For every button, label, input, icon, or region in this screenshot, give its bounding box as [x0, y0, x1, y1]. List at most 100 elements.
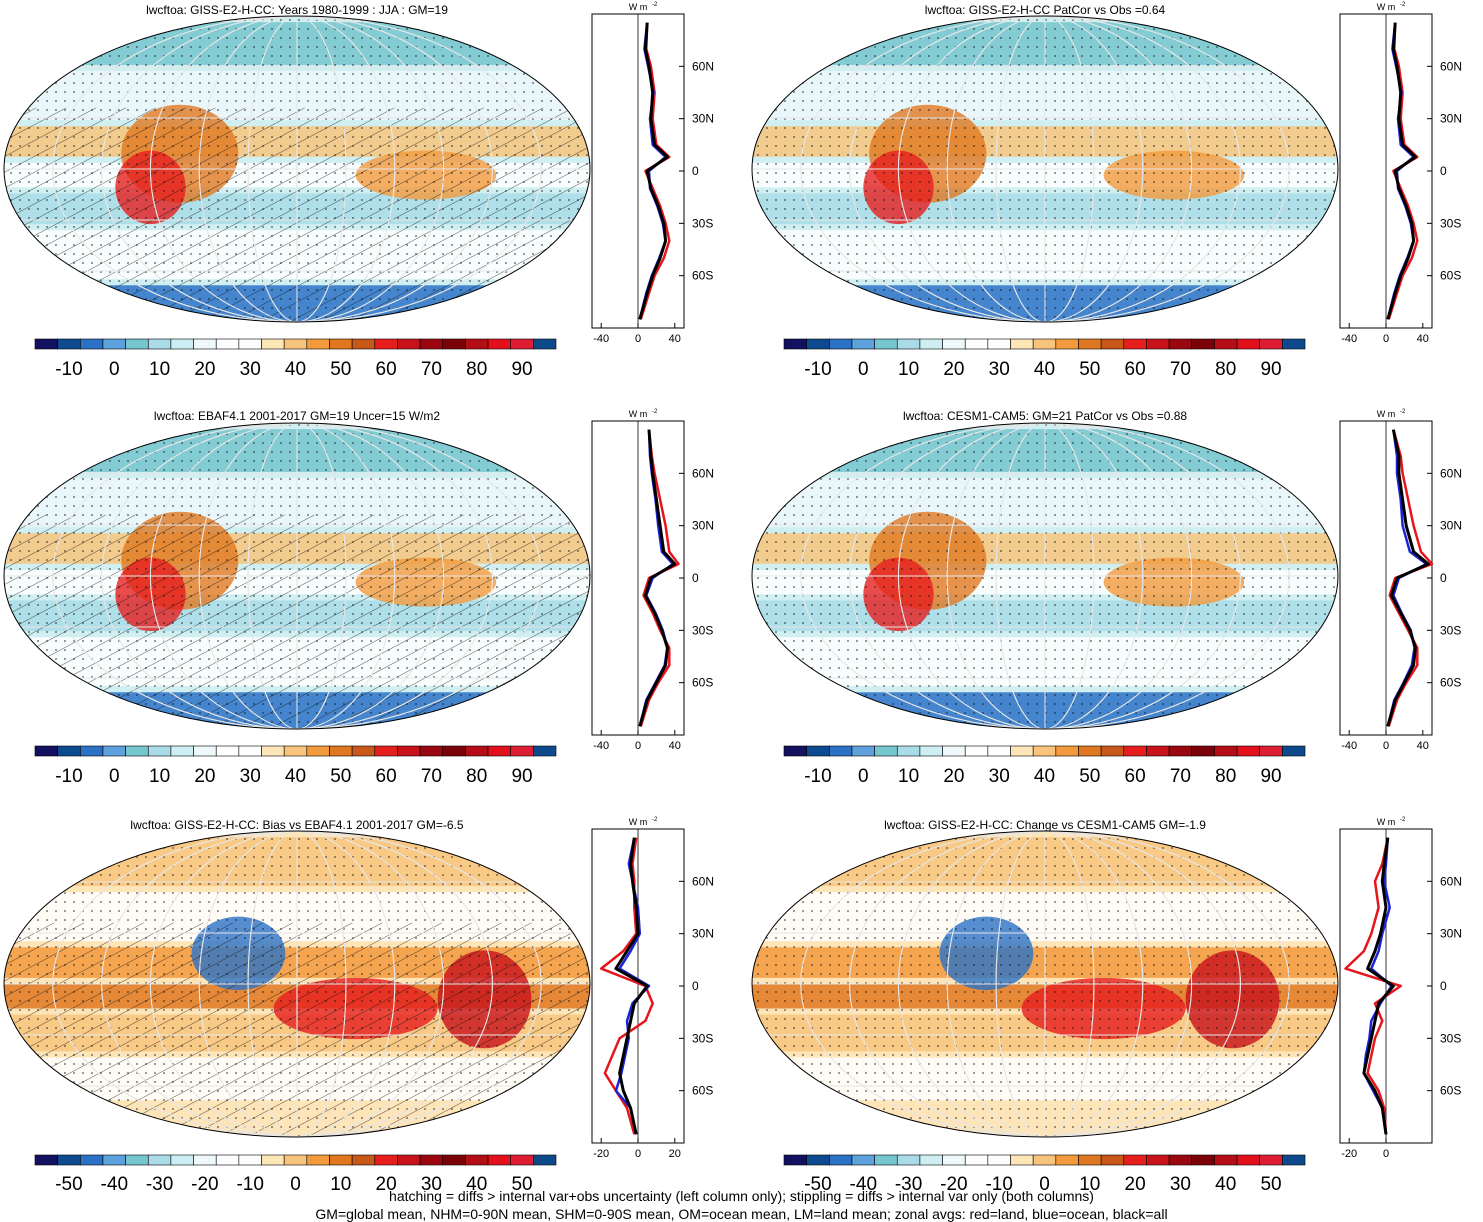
colorbar-swatch	[1282, 1155, 1305, 1165]
zonal-lat-label: 0	[1440, 571, 1447, 585]
zonal-x-tick: 0	[635, 333, 641, 345]
zonal-x-tick: 0	[1383, 1148, 1389, 1160]
colorbar-swatch	[35, 746, 58, 756]
map-field	[4, 423, 590, 729]
colorbar-swatch	[943, 339, 966, 349]
colorbar-swatch	[1237, 1155, 1260, 1165]
footer-line-2: GM=global mean, NHM=0-90N mean, SHM=0-90…	[0, 1206, 1483, 1222]
colorbar-label: 20	[194, 766, 215, 787]
colorbar-swatch	[829, 339, 852, 349]
colorbar-swatch	[329, 339, 352, 349]
panel-title: lwcftoa: GISS-E2-H-CC PatCor vs Obs =0.6…	[925, 3, 1165, 17]
colorbar-label: -10	[55, 766, 82, 787]
colorbar-swatch	[875, 1155, 898, 1165]
colorbar-label: -10	[804, 766, 831, 787]
colorbar-label: 20	[194, 359, 215, 380]
colorbar-swatch	[465, 746, 488, 756]
zonal-x-tick: -20	[593, 1148, 609, 1160]
colorbar-swatch	[897, 1155, 920, 1165]
colorbar-label: 30	[989, 766, 1010, 787]
colorbar-label: 50	[1079, 359, 1100, 380]
colorbar-label: 60	[376, 766, 397, 787]
colorbar-label: 80	[1215, 359, 1236, 380]
footer-line-1: hatching = diffs > internal var+obs unce…	[0, 1188, 1483, 1204]
zonal-units-exp: -2	[1400, 817, 1406, 823]
colorbar-swatch	[1078, 339, 1101, 349]
colorbar-label: -10	[804, 359, 831, 380]
colorbar-swatch	[443, 339, 466, 349]
colorbar-swatch	[194, 339, 217, 349]
zonal-units: W m	[1377, 409, 1396, 419]
colorbar-swatch	[352, 1155, 375, 1165]
zonal-x-tick: 20	[669, 1148, 681, 1160]
colorbar-swatch	[852, 339, 875, 349]
colorbar-label: 40	[285, 766, 306, 787]
colorbar-swatch	[1192, 746, 1215, 756]
colorbar-label: 40	[1034, 766, 1055, 787]
zonal-x-tick: 0	[1383, 740, 1389, 752]
zonal-lat-label: 30S	[692, 216, 713, 230]
colorbar-swatch	[1214, 339, 1237, 349]
colorbar-swatch	[1124, 1155, 1147, 1165]
colorbar-swatch	[171, 339, 194, 349]
colorbar-swatch	[1146, 746, 1169, 756]
zonal-lat-label: 30N	[692, 112, 714, 126]
colorbar-swatch	[148, 339, 171, 349]
map-field	[752, 16, 1338, 322]
colorbar-swatch	[307, 746, 330, 756]
colorbar-swatch	[58, 746, 81, 756]
colorbar-swatch	[1282, 339, 1305, 349]
colorbar-swatch	[194, 746, 217, 756]
colorbar-swatch	[807, 746, 830, 756]
zonal-x-tick: 40	[1417, 333, 1429, 345]
colorbar-swatch	[126, 1155, 149, 1165]
zonal-lat-label: 60N	[1440, 874, 1462, 888]
zonal-land-line	[1389, 430, 1432, 727]
zonal-units: W m	[629, 409, 648, 419]
zonal-lat-label: 60S	[1440, 676, 1461, 690]
colorbar-swatch	[148, 746, 171, 756]
colorbar-label: 70	[1170, 359, 1191, 380]
colorbar-swatch	[875, 339, 898, 349]
zonal-lat-label: 30S	[692, 1031, 713, 1045]
colorbar-swatch	[511, 339, 534, 349]
colorbar-swatch	[1146, 1155, 1169, 1165]
colorbar-swatch	[965, 1155, 988, 1165]
colorbar-swatch	[1033, 1155, 1056, 1165]
colorbar-swatch	[1260, 1155, 1283, 1165]
zonal-units: W m	[629, 2, 648, 12]
colorbar-swatch	[988, 1155, 1011, 1165]
colorbar-swatch	[965, 339, 988, 349]
map-field	[4, 831, 590, 1137]
colorbar-swatch	[329, 746, 352, 756]
colorbar-swatch	[375, 1155, 398, 1165]
zonal-all-line	[1388, 23, 1416, 320]
zonal-x-tick: 0	[635, 1148, 641, 1160]
colorbar-label: 50	[1079, 766, 1100, 787]
colorbar-swatch	[897, 339, 920, 349]
colorbar-swatch	[920, 746, 943, 756]
colorbar-swatch	[920, 1155, 943, 1165]
zonal-x-tick: 40	[1417, 740, 1429, 752]
colorbar-swatch	[1214, 1155, 1237, 1165]
colorbar-label: 30	[240, 359, 261, 380]
zonal-units-exp: -2	[652, 409, 658, 415]
colorbar-swatch	[58, 1155, 81, 1165]
zonal-x-tick: 40	[669, 333, 681, 345]
colorbar-swatch	[307, 1155, 330, 1165]
panel-title: lwcftoa: EBAF4.1 2001-2017 GM=19 Uncer=1…	[154, 409, 440, 423]
colorbar-swatch	[1169, 339, 1192, 349]
colorbar-swatch	[1237, 339, 1260, 349]
colorbar-swatch	[239, 339, 262, 349]
colorbar-swatch	[1214, 746, 1237, 756]
zonal-x-tick: -40	[1341, 333, 1357, 345]
colorbar-swatch	[533, 1155, 556, 1165]
zonal-lat-label: 60S	[1440, 1084, 1461, 1098]
zonal-units: W m	[1377, 2, 1396, 12]
